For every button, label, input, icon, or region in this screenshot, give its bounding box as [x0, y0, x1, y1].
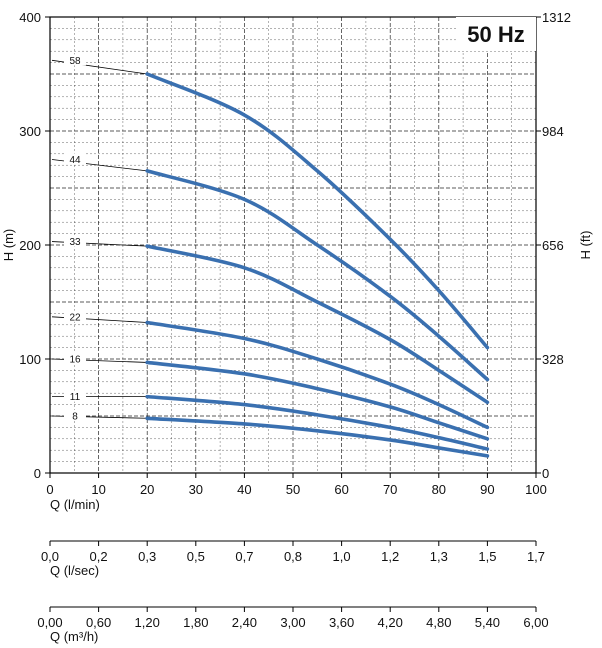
stage-label-bg-16 [64, 353, 86, 364]
x-tick-label: 90 [480, 482, 494, 497]
secondary-axes: 0,0 0,2 0,3 0,5 0,7 0,8 1,0 1,2 1,3 1,5 1,7 Q (l/se… [37, 540, 549, 644]
x-tick-label: 80 [432, 482, 446, 497]
secondary-tick-label: 5,40 [475, 615, 500, 630]
secondary-tick-label: 4,20 [378, 615, 403, 630]
x-tick-label: 50 [286, 482, 300, 497]
x-tick-label: 40 [237, 482, 251, 497]
y-tick-label: 200 [19, 238, 41, 253]
curve-16 [145, 360, 490, 441]
y-right-tick-label: 1312 [542, 10, 571, 25]
chart-title: 50 Hz [467, 22, 524, 47]
x-tick-label: 70 [383, 482, 397, 497]
y-ticks-right: 0 328 656 984 1312 [536, 10, 571, 481]
secondary-tick-label: 1,2 [381, 549, 399, 564]
x-tick-label: 10 [91, 482, 105, 497]
stage-label-bg-58 [64, 54, 86, 66]
stage-label-22: 22 [69, 312, 81, 323]
secondary-tick-label: 1,20 [135, 615, 160, 630]
secondary-tick-label: 0,3 [138, 549, 156, 564]
y-tick-label: 0 [34, 466, 41, 481]
curve-44 [145, 169, 490, 382]
secondary-axis-label: Q (m³/h) [50, 629, 98, 644]
x-tick-label: 60 [334, 482, 348, 497]
secondary-tick-label: 1,3 [430, 549, 448, 564]
y-right-tick-label: 0 [542, 466, 549, 481]
x-tick-label: 30 [189, 482, 203, 497]
stage-label-44: 44 [69, 155, 81, 166]
x-tick-label: 20 [140, 482, 154, 497]
stage-label-bg-33 [64, 235, 86, 247]
x-axis-label: Q (l/min) [50, 497, 100, 512]
stage-label-11: 11 [70, 392, 81, 403]
secondary-tick-label: 6,00 [523, 615, 548, 630]
stage-label-bg-8 [64, 410, 86, 421]
secondary-tick-label: 0,60 [86, 615, 111, 630]
curve-58 [145, 72, 490, 350]
secondary-tick-label: 2,40 [232, 615, 257, 630]
title-box [456, 17, 536, 51]
secondary-tick-label: 0,2 [90, 549, 108, 564]
y-tick-label: 100 [19, 352, 41, 367]
y-axis-label-right: H (ft) [578, 231, 593, 260]
secondary-tick-label: 1,80 [183, 615, 208, 630]
y-tick-label: 300 [19, 124, 41, 139]
stage-label-8: 8 [72, 412, 78, 423]
y-right-tick-label: 656 [542, 238, 564, 253]
curve-8 [145, 416, 490, 458]
curve-33 [145, 244, 490, 405]
secondary-tick-label: 1,5 [478, 549, 496, 564]
y-axis-label: H (m) [1, 229, 16, 262]
curve-11 [145, 394, 490, 451]
curve-22 [145, 320, 490, 430]
stage-label-bg-22 [64, 310, 86, 322]
secondary-tick-label: 3,00 [280, 615, 305, 630]
stage-label-bg-11 [64, 390, 86, 402]
secondary-tick-label: 0,8 [284, 549, 302, 564]
secondary-tick-label: 0,0 [41, 549, 59, 564]
x-ticks: 0 10 20 30 40 50 60 70 80 90 100 [46, 473, 547, 497]
secondary-tick-label: 1,0 [333, 549, 351, 564]
stage-label-58: 58 [69, 56, 81, 67]
curves [145, 72, 490, 458]
y-ticks: 0 100 200 300 400 [19, 10, 50, 481]
secondary-tick-label: 0,7 [235, 549, 253, 564]
stage-label-33: 33 [69, 237, 81, 248]
stage-label-bg-44 [64, 153, 86, 165]
secondary-axis-label: Q (l/sec) [50, 563, 99, 578]
stage-labels: 58 44 33 22 16 11 8 [64, 54, 86, 423]
secondary-tick-label: 0,5 [187, 549, 205, 564]
y-right-tick-label: 328 [542, 352, 564, 367]
x-tick-label: 100 [525, 482, 547, 497]
secondary-tick-label: 3,60 [329, 615, 354, 630]
secondary-tick-label: 1,7 [527, 549, 545, 564]
secondary-tick-label: 4,80 [426, 615, 451, 630]
y-tick-label: 400 [19, 10, 41, 25]
y-right-tick-label: 984 [542, 124, 564, 139]
x-tick-label: 0 [46, 482, 53, 497]
secondary-tick-label: 0,00 [37, 615, 62, 630]
stage-label-16: 16 [69, 355, 81, 366]
